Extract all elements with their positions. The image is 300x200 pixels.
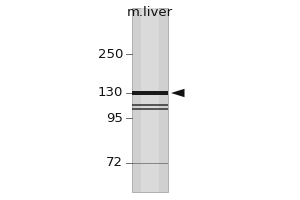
Bar [132,162,168,164]
Text: 72: 72 [106,156,123,170]
Text: 95: 95 [106,112,123,124]
Bar [132,8,168,192]
Text: 250: 250 [98,47,123,60]
Text: m.liver: m.liver [127,6,173,19]
Bar [132,91,168,95]
Bar [132,108,168,110]
Polygon shape [171,89,184,97]
Bar [132,104,168,106]
Bar [141,8,159,192]
Text: 130: 130 [98,86,123,99]
